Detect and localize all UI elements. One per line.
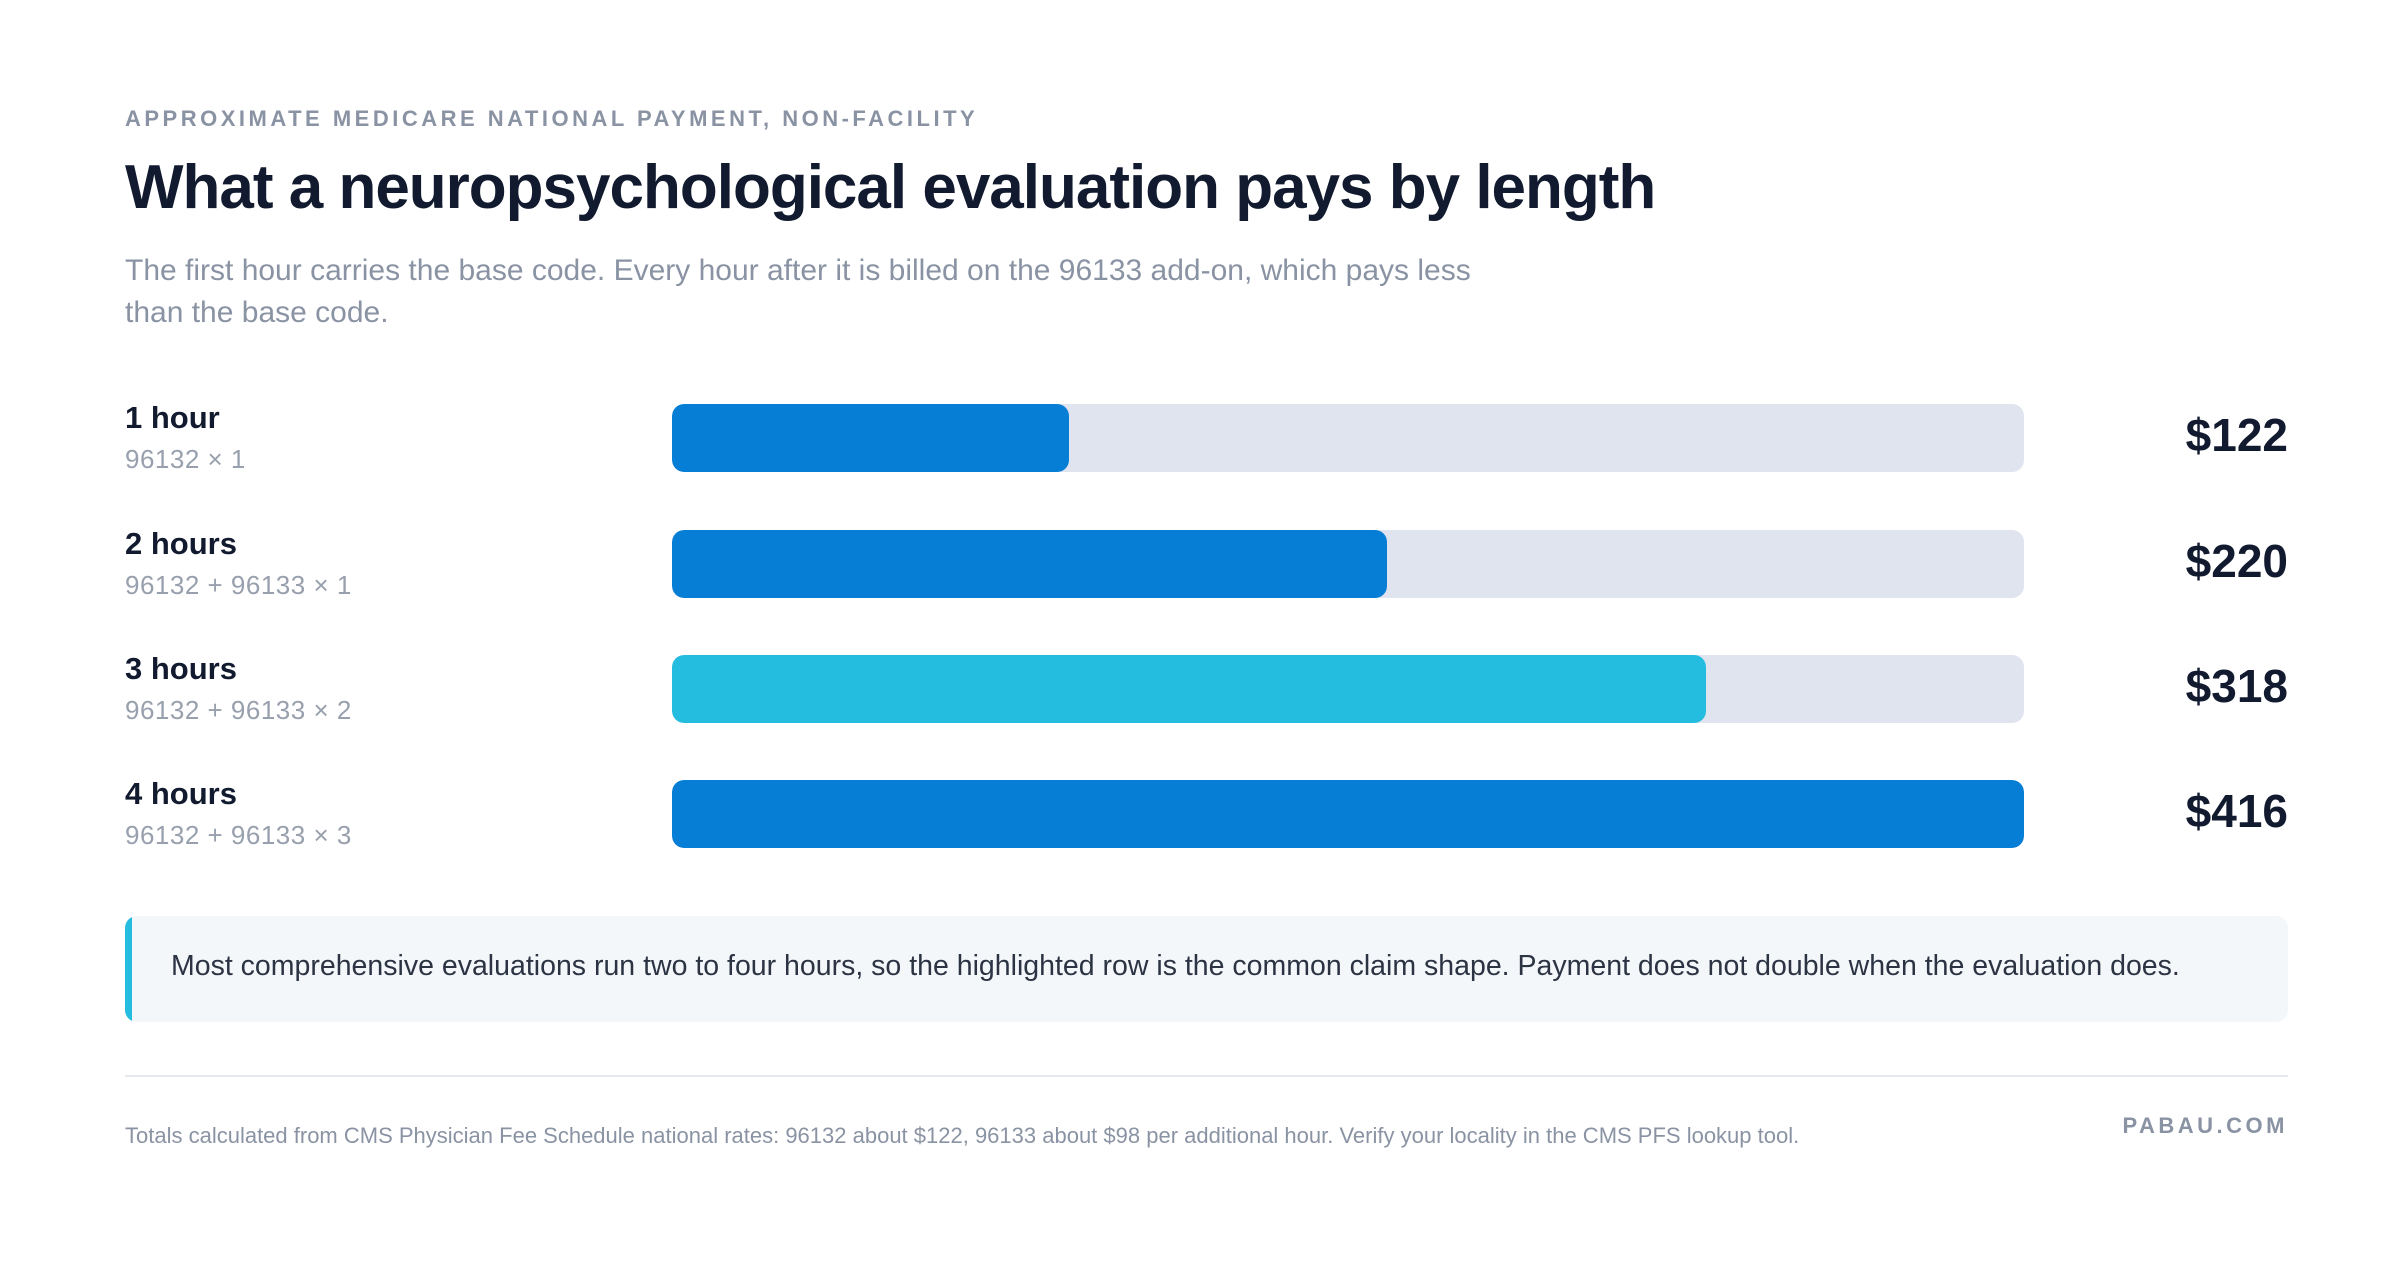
footer-divider bbox=[125, 1075, 2288, 1077]
row-code-formula: 96132 + 96133 × 3 bbox=[125, 820, 352, 850]
bar-fill bbox=[672, 780, 2024, 848]
row-code-formula: 96132 + 96133 × 1 bbox=[125, 570, 352, 600]
bar-track bbox=[672, 655, 2024, 723]
row-code-formula: 96132 × 1 bbox=[125, 444, 246, 474]
bar-track bbox=[672, 530, 2024, 598]
bar-row: 1 hour 96132 × 1 $122 bbox=[0, 400, 2400, 510]
brand-label: PABAU.COM bbox=[2122, 1113, 2288, 1138]
eyebrow-label: APPROXIMATE MEDICARE NATIONAL PAYMENT, N… bbox=[125, 106, 979, 131]
callout-box: Most comprehensive evaluations run two t… bbox=[125, 916, 2288, 1022]
bar-value-label: $416 bbox=[2185, 785, 2288, 837]
bar-track bbox=[672, 780, 2024, 848]
callout-text: Most comprehensive evaluations run two t… bbox=[171, 950, 2180, 982]
bar-value-label: $122 bbox=[2185, 409, 2288, 461]
bar-fill bbox=[672, 404, 1069, 472]
row-code-formula: 96132 + 96133 × 2 bbox=[125, 695, 352, 725]
callout-accent-bar bbox=[125, 916, 132, 1022]
bar-fill bbox=[672, 655, 1706, 723]
page-title: What a neuropsychological evaluation pay… bbox=[125, 153, 1656, 222]
bar-track bbox=[672, 404, 2024, 472]
bar-row: 4 hours 96132 + 96133 × 3 $416 bbox=[0, 776, 2400, 886]
row-label: 3 hours bbox=[125, 651, 237, 686]
bar-value-label: $318 bbox=[2185, 660, 2288, 712]
bar-fill bbox=[672, 530, 1387, 598]
bar-value-label: $220 bbox=[2185, 535, 2288, 587]
row-label: 1 hour bbox=[125, 400, 220, 435]
bar-row: 2 hours 96132 + 96133 × 1 $220 bbox=[0, 526, 2400, 636]
row-label: 4 hours bbox=[125, 776, 237, 811]
row-label: 2 hours bbox=[125, 526, 237, 561]
bar-row: 3 hours 96132 + 96133 × 2 $318 bbox=[0, 651, 2400, 761]
footnote: Totals calculated from CMS Physician Fee… bbox=[125, 1123, 1800, 1148]
subtitle: The first hour carries the base code. Ev… bbox=[125, 254, 1471, 329]
